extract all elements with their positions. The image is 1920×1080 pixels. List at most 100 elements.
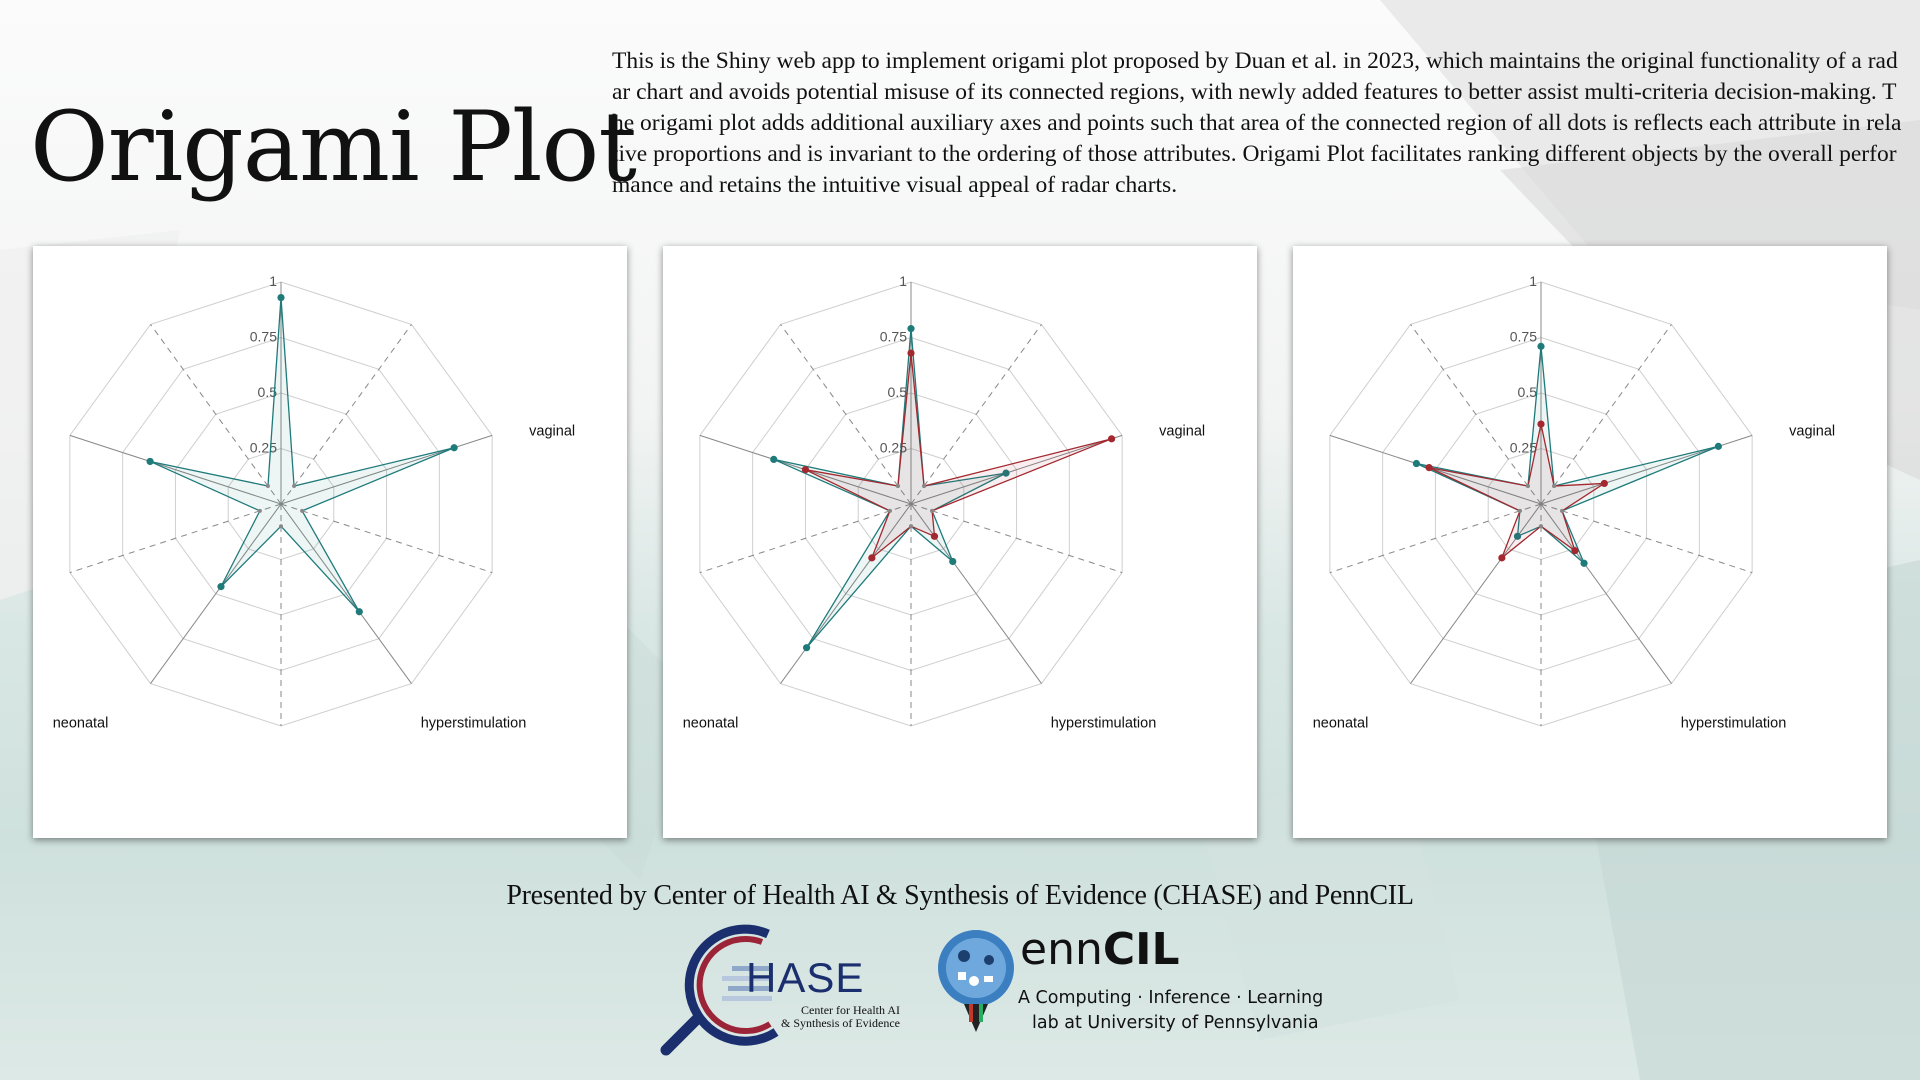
auxiliary-axis <box>1410 324 1542 505</box>
auxiliary-axis <box>69 503 282 574</box>
origami-plot-panel-1: 10.750.50.25caesareanvaginalhyperstimula… <box>33 246 627 838</box>
axis-label-neonatal: neonatal <box>683 716 739 732</box>
auxiliary-point <box>1517 508 1522 513</box>
auxiliary-point <box>1539 524 1543 529</box>
axis-label-neonatal: neonatal <box>1313 716 1369 732</box>
auxiliary-point <box>1560 508 1565 513</box>
series-1-point <box>770 455 778 464</box>
auxiliary-point <box>1552 484 1557 489</box>
auxiliary-axis <box>699 503 912 574</box>
auxiliary-point <box>895 484 900 489</box>
tick-label: 1 <box>1529 273 1537 289</box>
series-1-point <box>1513 532 1522 540</box>
chase-wordmark: HASE <box>746 954 865 1001</box>
origami-plot-panel-2: 10.750.50.25caesareanvaginalhyperstimula… <box>663 246 1257 838</box>
auxiliary-point <box>909 524 913 529</box>
series-1-point <box>1537 342 1545 350</box>
auxiliary-point <box>292 484 297 489</box>
origami-plot-3: 10.750.50.25caesareanvaginalhyperstimula… <box>1313 273 1835 732</box>
series-1-point <box>217 583 225 591</box>
auxiliary-point <box>300 508 305 513</box>
origami-plot-1: 10.750.50.25caesareanvaginalhyperstimula… <box>53 273 575 732</box>
magnifier-icon <box>660 924 779 1056</box>
chase-subtitle-line1: Center for Health AI <box>801 1003 900 1017</box>
tick-label: 0.75 <box>250 329 277 345</box>
auxiliary-axis <box>910 324 1042 505</box>
series-1-point <box>1714 442 1722 450</box>
penncil-word-bold: CIL <box>1102 924 1180 975</box>
presented-by-text: Presented by Center of Health AI & Synth… <box>506 880 1414 911</box>
main-axis <box>150 503 282 684</box>
origami-plot-2: 10.750.50.25caesareanvaginalhyperstimula… <box>683 273 1205 732</box>
axis-label-hyperstimulation: hyperstimulation <box>421 716 527 732</box>
series-1-point <box>1412 459 1421 468</box>
auxiliary-axis <box>280 324 412 505</box>
auxiliary-point <box>265 484 270 489</box>
auxiliary-axis <box>1329 503 1542 574</box>
tick-label: 0.25 <box>1510 440 1537 456</box>
main-axis <box>280 503 412 684</box>
series-1-point <box>803 644 811 652</box>
chase-subtitle: Center for Health AI & Synthesis of Evid… <box>738 1004 900 1030</box>
series-2-point <box>930 532 939 540</box>
penncil-subtitle: A Computing · Inference · Learning lab a… <box>1018 986 1338 1036</box>
main-axis <box>1329 434 1542 505</box>
axis-label-hyperstimulation: hyperstimulation <box>1051 716 1157 732</box>
main-axis <box>69 434 282 505</box>
auxiliary-point <box>930 508 935 513</box>
main-axis <box>910 434 1123 505</box>
series-2-point <box>907 349 915 357</box>
series-2-point <box>1498 554 1506 562</box>
tick-label: 0.5 <box>258 384 278 400</box>
tick-label: 0.5 <box>1518 384 1538 400</box>
series-1-point <box>907 325 915 333</box>
penncil-emblem-icon <box>938 930 1014 1032</box>
series-1-point <box>355 608 363 616</box>
tick-label: 0.75 <box>880 329 907 345</box>
auxiliary-axis <box>1540 324 1672 505</box>
series-2-point <box>1600 479 1608 488</box>
series-2-polygon <box>805 352 1112 560</box>
series-2-point <box>1537 420 1545 428</box>
axis-label-vaginal: vaginal <box>1159 423 1205 439</box>
auxiliary-axis <box>280 503 493 574</box>
axis-label-vaginal: vaginal <box>1789 423 1835 439</box>
auxiliary-point <box>887 508 892 513</box>
main-axis <box>1540 503 1672 684</box>
series-1-point <box>146 457 154 466</box>
chase-subtitle-line2: & Synthesis of Evidence <box>781 1016 900 1030</box>
origami-plot-panel-3: 10.750.50.25caesareanvaginalhyperstimula… <box>1293 246 1887 838</box>
series-2-point <box>1571 547 1579 555</box>
penncil-subtitle-line2: lab at University of Pennsylvania <box>1032 1013 1319 1033</box>
penncil-logo: ennCIL A Computing · Inference · Learnin… <box>934 922 1334 1058</box>
auxiliary-axis <box>780 324 912 505</box>
auxiliary-point <box>922 484 927 489</box>
tick-label: 0.5 <box>888 384 908 400</box>
auxiliary-point <box>1525 484 1530 489</box>
penncil-wordmark: ennCIL <box>1020 924 1180 975</box>
app-description: This is the Shiny web app to implement o… <box>612 48 1902 198</box>
series-2-point <box>868 554 876 562</box>
series-1-point <box>1580 559 1588 567</box>
series-2-point <box>801 466 810 474</box>
chase-logo: HASE Center for Health AI & Synthesis of… <box>658 922 908 1058</box>
series-2-point <box>1107 435 1116 443</box>
axis-label-hyperstimulation: hyperstimulation <box>1681 716 1787 732</box>
main-axis <box>780 503 912 684</box>
axis-label-vaginal: vaginal <box>529 423 575 439</box>
tick-label: 1 <box>899 273 907 289</box>
tick-label: 1 <box>269 273 277 289</box>
auxiliary-axis <box>910 503 1123 574</box>
auxiliary-axis <box>1540 503 1753 574</box>
penncil-subtitle-line1: A Computing · Inference · Learning <box>1018 988 1324 1008</box>
series-2-point <box>1425 464 1433 472</box>
series-1-point <box>1002 469 1010 477</box>
auxiliary-point <box>257 508 262 513</box>
page-title: Origami Plot <box>30 91 637 203</box>
series-1-point <box>450 444 458 452</box>
tick-label: 0.75 <box>1510 329 1537 345</box>
auxiliary-axis <box>150 324 282 505</box>
series-1-point <box>949 557 957 566</box>
penncil-word-light: enn <box>1020 924 1103 975</box>
series-1-point <box>277 293 285 302</box>
